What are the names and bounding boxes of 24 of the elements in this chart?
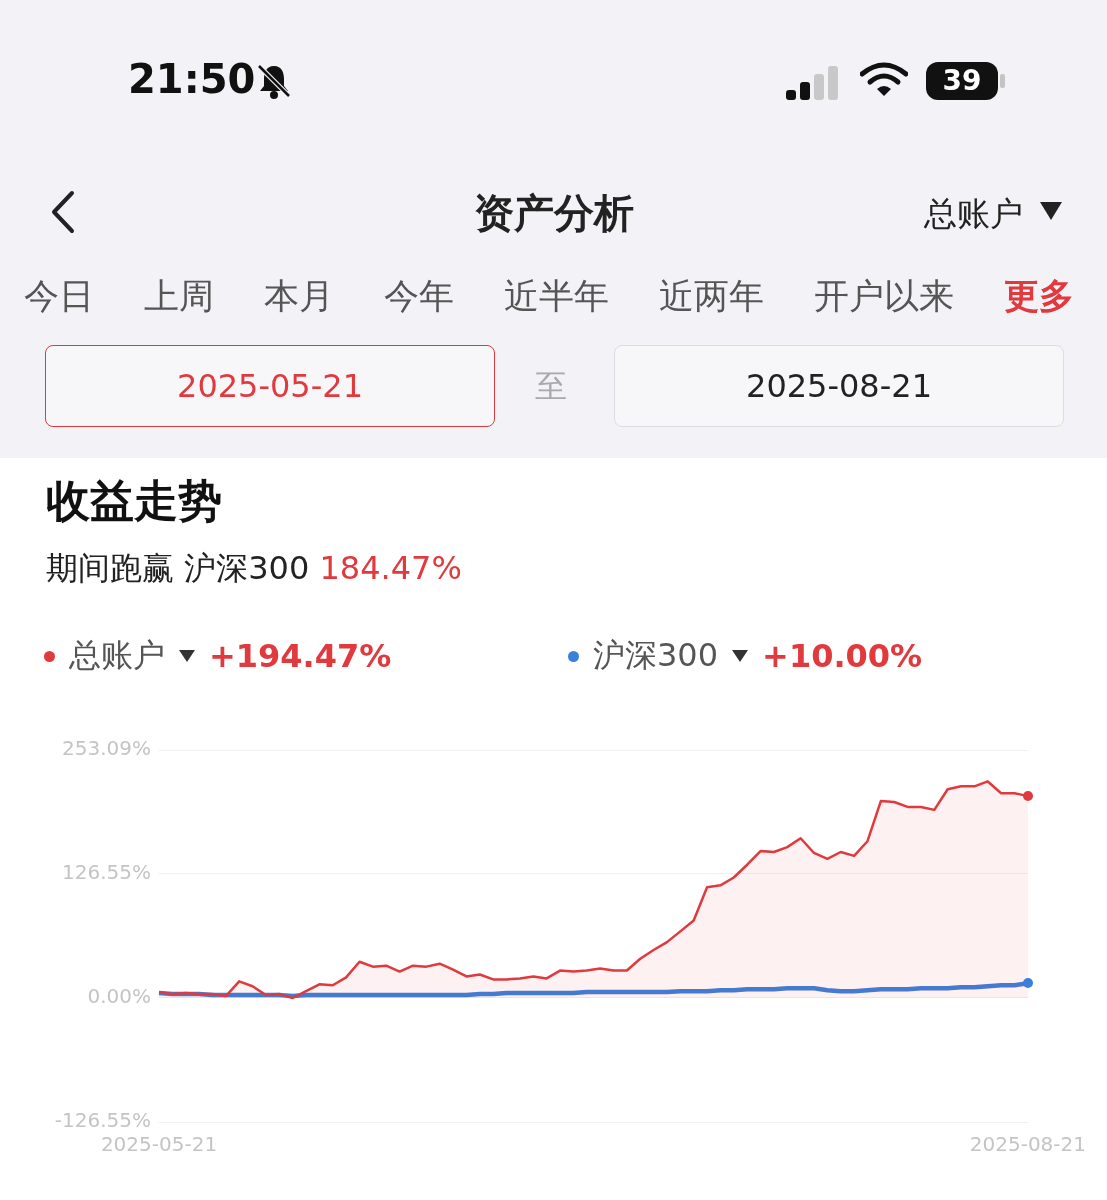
text: 今日 bbox=[24, 275, 94, 318]
text: 今年 bbox=[384, 275, 454, 318]
text: +194.47% bbox=[209, 637, 392, 675]
text: 资产分析 bbox=[473, 190, 634, 236]
text: 至 bbox=[535, 366, 567, 407]
text: +10.00% bbox=[762, 637, 923, 675]
text: 21:50 bbox=[128, 56, 256, 102]
legend-label: 沪深300 bbox=[593, 635, 719, 676]
text: 开户以来 bbox=[814, 275, 954, 318]
chart-title: 收益走势 bbox=[46, 474, 222, 528]
y-tick-label: -126.55% bbox=[54, 1108, 151, 1133]
text: 2025-08-21 bbox=[614, 345, 1064, 427]
text: 本月 bbox=[264, 275, 334, 318]
y-tick-label: 253.09% bbox=[62, 736, 151, 761]
chart-subtitle: 期间跑赢 沪深300 184.47% bbox=[46, 548, 462, 589]
legend-label: 总账户 bbox=[69, 635, 165, 676]
text: 2025-05-21 bbox=[45, 345, 495, 427]
y-tick-label: 0.00% bbox=[87, 984, 151, 1009]
text: 更多 bbox=[1004, 275, 1074, 318]
text: 近半年 bbox=[504, 275, 609, 318]
text: 总账户 bbox=[924, 193, 1023, 235]
text: 近两年 bbox=[659, 275, 764, 318]
text: 上周 bbox=[144, 275, 214, 318]
y-tick-label: 126.55% bbox=[62, 860, 151, 885]
